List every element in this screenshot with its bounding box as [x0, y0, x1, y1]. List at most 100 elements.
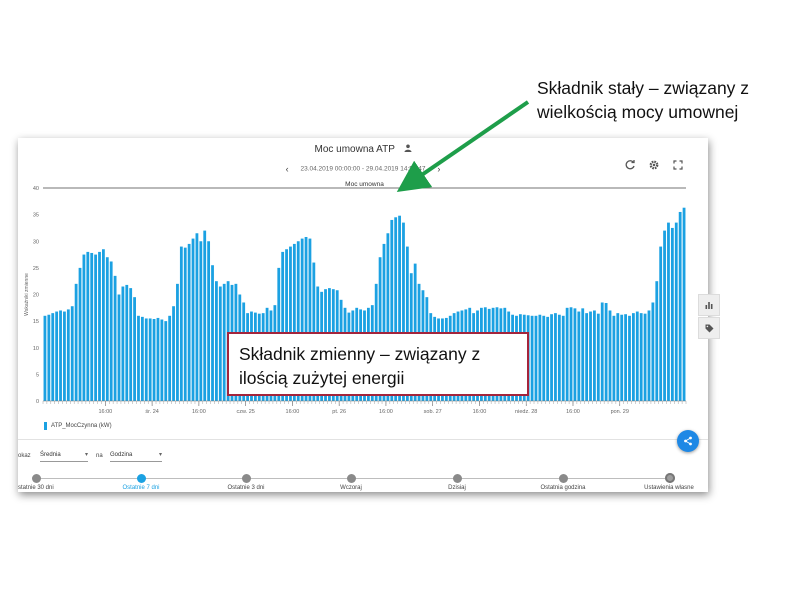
bar[interactable]: [643, 313, 647, 401]
fullscreen-icon[interactable]: [672, 158, 684, 170]
bar[interactable]: [581, 308, 585, 401]
bar[interactable]: [589, 311, 592, 401]
bar[interactable]: [300, 238, 304, 401]
tag-icon[interactable]: [698, 317, 720, 339]
bar[interactable]: [98, 251, 101, 401]
aggregate-select[interactable]: Średnia ▾: [40, 449, 88, 462]
bar[interactable]: [82, 254, 86, 401]
bar[interactable]: [631, 313, 635, 401]
bar[interactable]: [573, 308, 577, 401]
bar[interactable]: [577, 311, 581, 401]
bar[interactable]: [604, 303, 608, 401]
bar[interactable]: [394, 217, 398, 401]
bar[interactable]: [199, 241, 203, 401]
bar[interactable]: [191, 238, 195, 401]
bar[interactable]: [102, 249, 105, 401]
bar[interactable]: [187, 243, 191, 401]
timeline-stop[interactable]: [452, 474, 462, 483]
bar[interactable]: [207, 241, 211, 401]
bar[interactable]: [651, 302, 655, 401]
bar[interactable]: [43, 315, 47, 401]
bar[interactable]: [70, 306, 74, 401]
timeline-stop[interactable]: [241, 474, 251, 483]
bar[interactable]: [378, 257, 382, 401]
bar[interactable]: [386, 233, 390, 401]
bar[interactable]: [137, 315, 140, 401]
chevron-left-icon[interactable]: ‹: [285, 164, 289, 174]
bar[interactable]: [612, 315, 616, 401]
bar[interactable]: [164, 321, 168, 401]
bar[interactable]: [546, 316, 550, 401]
timeline-label[interactable]: Ostatnie 7 dni: [122, 485, 160, 491]
timeline-label[interactable]: statnie 30 dni: [18, 485, 54, 491]
chart-legend[interactable]: ATP_MocCzynna (kW): [44, 422, 112, 430]
bar[interactable]: [179, 246, 183, 401]
bar[interactable]: [59, 310, 62, 401]
bar[interactable]: [289, 246, 292, 401]
bar[interactable]: [569, 307, 573, 401]
timeline-stop[interactable]: [136, 474, 146, 483]
bar[interactable]: [90, 252, 94, 401]
bar[interactable]: [78, 267, 82, 401]
bar[interactable]: [667, 222, 670, 401]
timeline-stop[interactable]: [664, 473, 675, 483]
bar[interactable]: [63, 311, 66, 401]
refresh-icon[interactable]: [624, 158, 636, 170]
bar[interactable]: [109, 261, 113, 401]
bar[interactable]: [215, 281, 218, 401]
bar[interactable]: [542, 315, 546, 401]
bar[interactable]: [105, 257, 109, 401]
bar[interactable]: [663, 230, 666, 401]
share-button[interactable]: [677, 430, 699, 452]
bar[interactable]: [382, 243, 386, 401]
bar[interactable]: [647, 310, 651, 401]
bar[interactable]: [218, 286, 222, 401]
bar[interactable]: [596, 313, 600, 401]
bar[interactable]: [94, 254, 98, 401]
bar[interactable]: [655, 281, 659, 401]
bar[interactable]: [152, 318, 156, 401]
bar-chart-icon[interactable]: [698, 294, 720, 316]
bar[interactable]: [66, 309, 70, 401]
bar[interactable]: [554, 313, 557, 401]
bar[interactable]: [565, 307, 569, 401]
bar[interactable]: [616, 313, 620, 401]
bar[interactable]: [624, 314, 627, 401]
bar[interactable]: [121, 286, 125, 401]
timeline-label[interactable]: Ustawienia własne: [644, 485, 694, 491]
timeline-label[interactable]: Dzisiaj: [448, 485, 466, 491]
bar[interactable]: [608, 310, 612, 401]
bar[interactable]: [682, 207, 686, 401]
timeline-stop[interactable]: [346, 474, 356, 483]
bar[interactable]: [148, 318, 152, 401]
bar[interactable]: [538, 314, 542, 401]
bar[interactable]: [534, 315, 538, 401]
timeline-stop[interactable]: [31, 474, 41, 483]
bar[interactable]: [74, 283, 78, 401]
bar[interactable]: [156, 317, 160, 401]
bar[interactable]: [678, 211, 682, 401]
timeline-label[interactable]: Wczoraj: [340, 485, 362, 491]
bar[interactable]: [398, 215, 401, 401]
bar[interactable]: [674, 222, 678, 401]
gear-icon[interactable]: [648, 158, 660, 170]
period-select[interactable]: Godzina ▾: [110, 449, 162, 462]
timeline-label[interactable]: Ostatnie 3 dni: [227, 485, 265, 491]
bar[interactable]: [168, 315, 172, 401]
bar[interactable]: [304, 236, 308, 401]
chevron-right-icon[interactable]: ›: [437, 164, 441, 174]
bar[interactable]: [144, 318, 148, 401]
bar[interactable]: [639, 313, 643, 401]
bar[interactable]: [285, 249, 288, 401]
bar[interactable]: [211, 265, 214, 401]
bar[interactable]: [281, 251, 285, 401]
bar[interactable]: [160, 319, 164, 401]
bar[interactable]: [600, 302, 604, 401]
bar[interactable]: [561, 315, 565, 401]
bar[interactable]: [296, 241, 300, 401]
bar[interactable]: [312, 262, 316, 401]
bar[interactable]: [203, 230, 207, 401]
bar[interactable]: [405, 246, 409, 401]
timeline-stop[interactable]: [558, 474, 568, 483]
bar[interactable]: [51, 313, 55, 401]
